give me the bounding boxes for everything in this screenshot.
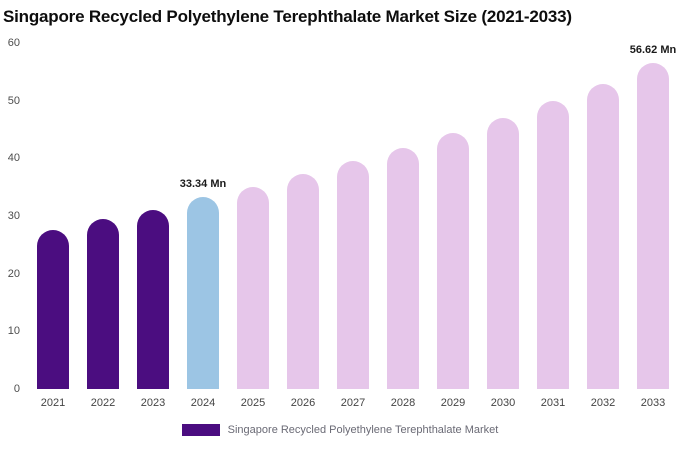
bar-column: 2023: [128, 43, 178, 409]
bar-column: 56.62 Mn 2033: [628, 43, 678, 410]
y-tick-label: 20: [7, 267, 20, 280]
legend-swatch: [181, 424, 220, 436]
legend-label: Singapore Recycled Polyethylene Terephth…: [227, 424, 499, 436]
chart-title: Singapore Recycled Polyethylene Terephth…: [3, 7, 572, 26]
bar-column: 2029: [428, 43, 478, 409]
x-axis-label: 2024: [190, 397, 216, 409]
bar-2030: [487, 117, 519, 389]
x-axis-label: 2026: [290, 397, 316, 409]
x-axis-label: 2031: [540, 397, 566, 409]
bar-2024: [187, 196, 219, 389]
bar-2025: [237, 186, 269, 389]
bar-column: 2032: [578, 43, 628, 409]
plot-area: 2021 2022 2023 33.34 Mn 2024 2025 2026 2027 2028…: [28, 43, 678, 410]
y-tick-label: 40: [7, 152, 20, 165]
x-axis-label: 2027: [340, 397, 366, 409]
bar-column: 2028: [378, 43, 428, 409]
bar-2022: [87, 219, 119, 389]
y-axis: 0 10 20 30 40 50 60: [0, 37, 22, 395]
y-tick-label: 0: [13, 383, 20, 395]
bar-column: 2031: [528, 43, 578, 409]
bar-2027: [337, 161, 369, 389]
bar-column: 2027: [328, 43, 378, 409]
bar-column: 2030: [478, 43, 528, 409]
y-tick-label: 50: [7, 94, 20, 107]
bar-column: 2022: [78, 43, 128, 409]
x-axis-label: 2023: [140, 397, 166, 409]
bar-column: 2021: [28, 43, 78, 409]
x-axis-label: 2028: [390, 397, 416, 409]
bar-2026: [287, 174, 319, 389]
legend: Singapore Recycled Polyethylene Terephth…: [0, 424, 680, 436]
y-tick-label: 30: [7, 210, 20, 222]
x-axis-label: 2030: [490, 397, 516, 409]
y-tick-label: 10: [7, 325, 20, 338]
y-tick-label: 60: [7, 37, 20, 49]
x-axis-label: 2022: [90, 397, 116, 409]
x-axis-label: 2033: [640, 397, 666, 409]
bar-2029: [437, 132, 469, 389]
bar-2028: [387, 147, 419, 389]
x-axis-label: 2029: [440, 397, 466, 409]
bar-value-label: 33.34 Mn: [179, 177, 227, 190]
x-axis-label: 2025: [240, 397, 266, 409]
bar-2021: [37, 230, 69, 389]
bar-column: 2025: [228, 43, 278, 409]
bar-2023: [137, 210, 169, 389]
x-axis-label: 2032: [590, 397, 616, 409]
bar-2033: [637, 62, 669, 389]
bar-2032: [587, 83, 619, 389]
x-axis-label: 2021: [40, 397, 66, 409]
bar-column: 2026: [278, 43, 328, 409]
bar-2031: [537, 101, 569, 389]
bar-value-label: 56.62 Mn: [629, 43, 677, 56]
bar-column: 33.34 Mn 2024: [178, 43, 228, 409]
bar-chart: 0 10 20 30 40 50 60 2021 2022 2023 33.34 Mn 2024 20…: [0, 37, 680, 410]
